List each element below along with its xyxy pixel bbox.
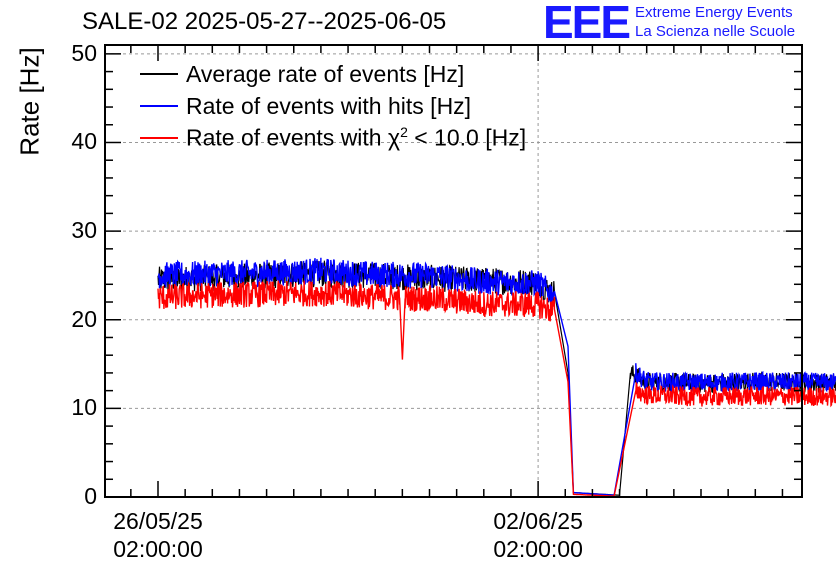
legend-swatch-chi2 (140, 137, 178, 139)
y-tick-label: 50 (71, 39, 97, 66)
legend-label-hits: Rate of events with hits [Hz] (186, 92, 472, 119)
grid-lines (105, 45, 802, 497)
legend-chi2-sup: 2 (400, 124, 408, 141)
legend-entry-average: Average rate of events [Hz] (140, 58, 526, 90)
x-tick-time: 02:00:00 (493, 536, 583, 562)
legend-label-average: Average rate of events [Hz] (186, 60, 465, 87)
x-tick-label: 26/05/25 02:00:00 (103, 507, 213, 563)
series-line-2 (157, 280, 836, 497)
axis-ticks (105, 45, 802, 498)
x-tick-date: 02/06/25 (493, 508, 583, 534)
y-axis-label: Rate [Hz] (14, 47, 45, 156)
legend-entry-chi2: Rate of events with χ2 < 10.0 [Hz] (140, 122, 526, 154)
legend-swatch-average (140, 73, 178, 75)
logo-line-1: Extreme Energy Events (635, 4, 793, 21)
logo-line-2: La Scienza nelle Scuole (635, 23, 796, 40)
legend: Average rate of events [Hz] Rate of even… (140, 58, 526, 154)
legend-chi2-prefix: Rate of events with χ (186, 124, 401, 151)
y-tick-label: 30 (71, 217, 97, 244)
legend-label-chi2: Rate of events with χ2 < 10.0 [Hz] (186, 124, 526, 152)
legend-swatch-hits (140, 105, 178, 107)
x-tick-time: 02:00:00 (113, 536, 203, 562)
y-tick-label: 40 (71, 128, 97, 155)
y-tick-label: 20 (71, 305, 97, 332)
plot-frame (104, 44, 803, 498)
legend-entry-hits: Rate of events with hits [Hz] (140, 90, 526, 122)
eee-logo: EEE Extreme Energy Events La Scienza nel… (543, 0, 795, 48)
series-group (157, 257, 836, 497)
legend-chi2-suffix: < 10.0 [Hz] (407, 124, 527, 151)
y-tick-label: 0 (84, 483, 97, 509)
eee-logo-text: Extreme Energy Events La Scienza nelle S… (635, 2, 795, 41)
y-tick-label: 10 (71, 394, 97, 421)
series-line-1 (157, 257, 836, 496)
chart-title: SALE-02 2025-05-27--2025-06-05 (82, 8, 447, 35)
eee-logo-mark: EEE (543, 0, 631, 48)
x-tick-date: 26/05/25 (113, 508, 203, 534)
x-tick-label: 02/06/25 02:00:00 (483, 507, 593, 563)
